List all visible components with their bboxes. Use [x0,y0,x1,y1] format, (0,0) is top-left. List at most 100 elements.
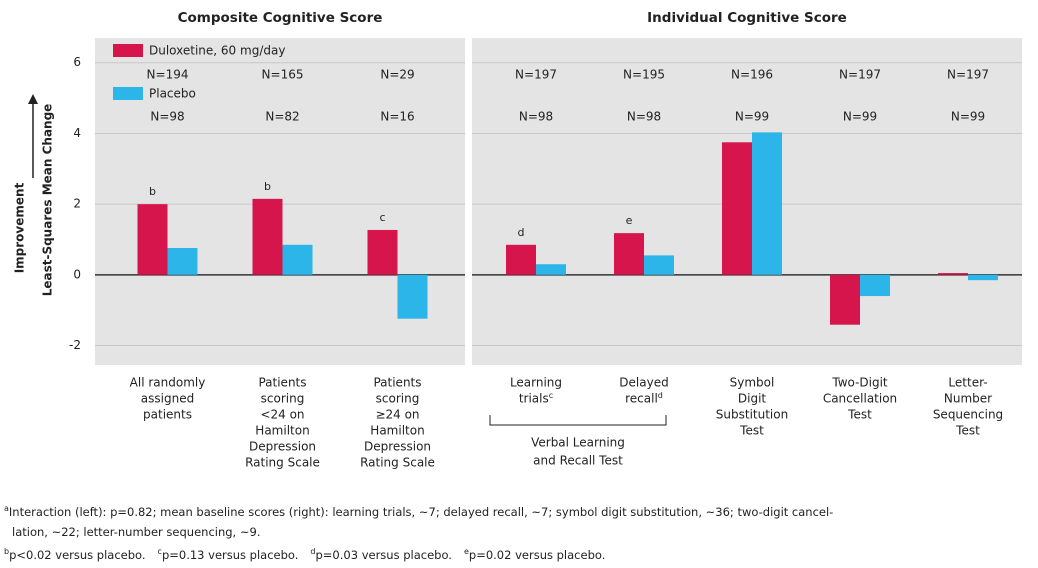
footnote: dp=0.03 versus placebo. [310,546,452,562]
bar [397,274,428,319]
significance-marker: e [626,214,633,227]
n-label: N=195 [623,68,665,82]
category-note: c [549,391,553,400]
n-label: N=197 [515,68,557,82]
x-tick-label: Learning [510,376,562,390]
x-tick-label: recalld [625,391,663,406]
footnote-text: p=0.13 versus placebo. [161,547,299,562]
x-tick-label: ≥24 on [375,408,419,422]
x-tick-label: Rating Scale [360,456,435,470]
x-tick-label: Sequencing [933,408,1003,422]
panel-title: Composite Cognitive Score [178,10,383,26]
significance-marker: c [379,211,385,224]
x-tick-label: Patients [373,376,421,390]
panel-title: Individual Cognitive Score [647,10,847,26]
bar [252,198,283,275]
n-label: N=197 [947,68,989,82]
bar [860,274,890,297]
y-tick-label: 4 [73,126,81,140]
footnote-line: aInteraction (left): p=0.82; mean baseli… [4,499,1038,522]
x-tick-label: Two-Digit [831,376,888,390]
n-label: N=29 [380,68,414,82]
footnote-text: p=0.03 versus placebo. [315,547,452,562]
n-label: N=16 [380,110,414,124]
footnote: ep=0.02 versus placebo. [463,546,606,562]
x-tick-label: Depression [249,440,316,454]
n-label: N=99 [735,110,769,124]
direction-label: Improvement [13,182,27,273]
x-tick-label: trialsc [519,391,553,406]
footnote: bp<0.02 versus placebo. [4,546,146,562]
x-tick-label: Hamilton [370,424,424,438]
x-tick-label: Test [739,424,764,438]
category-note: d [658,391,663,400]
footnotes: aInteraction (left): p=0.82; mean baseli… [4,499,1038,565]
x-tick-label: <24 on [260,408,304,422]
x-tick-label: Number [944,392,992,406]
bar [506,244,536,275]
footnote-mark: b [4,546,10,556]
group-label: and Recall Test [533,454,623,468]
n-label: N=99 [951,110,985,124]
bar [830,274,860,325]
footnote-text: lation, ~22; letter-number sequencing, ~… [12,524,261,539]
footnote-line: bp<0.02 versus placebo. cp=0.13 versus pl… [4,542,1038,565]
significance-marker: b [149,185,156,198]
legend-swatch [113,44,143,57]
y-tick-label: 0 [73,267,81,281]
bar [137,204,168,275]
group-bracket [489,415,667,426]
n-label: N=165 [262,68,304,82]
n-label: N=82 [265,110,299,124]
legend-label: Duloxetine, 60 mg/day [149,44,285,58]
chart: Least-Squares Mean Change Improvement Co… [13,10,1022,470]
bar [752,132,782,275]
footnote-mark: d [310,546,316,556]
bar [644,255,674,275]
x-tick-label: assigned [141,392,194,406]
y-tick-label: -2 [69,338,81,352]
significance-marker: b [264,180,271,193]
group-label: Verbal Learning [531,436,625,450]
bar [536,264,566,275]
bar [722,142,752,275]
footnote-text: p<0.02 versus placebo. [9,547,146,562]
x-tick-label: Letter- [948,376,987,390]
y-tick-label: 2 [73,197,81,211]
bar [938,273,968,275]
y-tick-label: 6 [73,55,81,69]
x-tick-label: Substitution [716,408,788,422]
footnote-text: p=0.02 versus placebo. [468,547,606,562]
footnote-text: Interaction (left): p=0.82; mean baselin… [8,504,834,519]
legend-label: Placebo [149,87,196,101]
x-tick-label: Hamilton [255,424,309,438]
n-label: N=98 [627,110,661,124]
x-tick-label: Test [955,424,980,438]
n-label: N=196 [731,68,773,82]
footnote-line: lation, ~22; letter-number sequencing, ~… [4,522,1038,542]
n-label: N=194 [147,68,189,82]
x-tick-label: Depression [364,440,431,454]
significance-marker: d [518,226,525,239]
x-tick-label: All randomly [130,376,206,390]
x-tick-label: Cancellation [823,392,897,406]
y-axis-label: Least-Squares Mean Change [41,104,55,297]
x-tick-label: Rating Scale [245,456,320,470]
x-tick-label: Symbol [730,376,775,390]
footnote-mark: e [463,546,469,556]
x-tick-label: Delayed [619,376,668,390]
footnote-mark: a [4,504,9,513]
x-tick-label: Digit [738,392,767,406]
bar [282,244,313,275]
footnote: cp=0.13 versus placebo. [157,546,299,562]
n-label: N=98 [150,110,184,124]
x-tick-label: Test [847,408,872,422]
n-label: N=99 [843,110,877,124]
footnote-mark: c [157,546,162,556]
x-tick-label: scoring [376,392,420,406]
bar [167,247,198,275]
n-label: N=197 [839,68,881,82]
x-tick-label: patients [143,408,192,422]
legend-swatch [113,87,143,100]
